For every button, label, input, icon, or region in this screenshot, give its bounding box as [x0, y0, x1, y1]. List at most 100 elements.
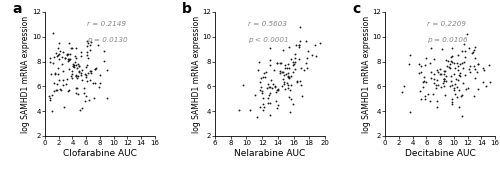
Point: [432, 100, 440, 103]
Point: [54, 66, 62, 69]
Point: [56, 50, 64, 53]
Point: [280, 83, 288, 85]
Point: [66, 58, 74, 61]
Point: [426, 61, 434, 64]
Point: [102, 69, 110, 71]
Point: [286, 88, 294, 91]
Point: [77, 72, 85, 75]
Point: [259, 109, 267, 112]
Point: [50, 90, 58, 92]
Point: [292, 81, 300, 83]
Point: [454, 64, 462, 67]
Point: [67, 47, 75, 50]
Point: [75, 65, 83, 68]
Point: [460, 43, 468, 46]
Point: [268, 86, 276, 89]
Point: [69, 63, 77, 65]
Point: [294, 58, 302, 60]
Point: [96, 81, 104, 84]
Point: [486, 81, 494, 83]
Point: [428, 76, 436, 79]
Point: [469, 50, 477, 53]
Point: [83, 51, 91, 54]
Point: [70, 66, 78, 69]
Point: [96, 74, 104, 76]
Point: [74, 75, 82, 78]
Point: [83, 80, 91, 82]
Point: [52, 88, 60, 91]
Point: [46, 61, 54, 64]
Point: [470, 45, 478, 48]
Point: [256, 105, 264, 108]
Point: [86, 70, 94, 72]
Point: [472, 57, 480, 60]
Point: [72, 74, 80, 77]
Point: [296, 79, 304, 82]
Point: [446, 84, 454, 87]
Point: [460, 67, 468, 70]
Point: [420, 80, 428, 82]
Point: [72, 86, 80, 89]
Point: [256, 61, 264, 63]
Point: [430, 73, 438, 75]
Point: [56, 42, 64, 45]
Point: [284, 77, 292, 79]
Point: [92, 82, 100, 85]
Point: [75, 70, 83, 72]
Point: [78, 78, 86, 81]
Point: [273, 62, 281, 65]
Point: [474, 62, 482, 65]
Point: [437, 73, 445, 76]
Point: [46, 56, 54, 59]
Text: c: c: [352, 2, 360, 16]
Point: [296, 44, 304, 47]
Point: [304, 49, 312, 52]
Point: [424, 92, 432, 95]
Point: [292, 44, 300, 46]
Point: [65, 42, 73, 45]
Point: [456, 71, 464, 74]
Point: [290, 56, 298, 59]
Point: [82, 75, 90, 78]
Point: [442, 75, 450, 77]
Point: [453, 86, 461, 88]
Point: [463, 33, 471, 35]
Point: [473, 71, 481, 74]
Point: [448, 79, 456, 82]
Point: [47, 73, 55, 76]
X-axis label: Nelarabine AUC: Nelarabine AUC: [234, 149, 306, 158]
Point: [95, 86, 103, 89]
Point: [281, 66, 289, 69]
Point: [434, 71, 442, 74]
Point: [80, 91, 88, 94]
Point: [254, 68, 262, 71]
Point: [454, 79, 462, 82]
Point: [446, 67, 454, 69]
Point: [454, 53, 462, 56]
Point: [84, 72, 92, 75]
Text: p = 0.0130: p = 0.0130: [86, 37, 128, 43]
Point: [80, 100, 88, 103]
Point: [86, 69, 94, 72]
Point: [438, 81, 446, 84]
Point: [465, 68, 473, 70]
Point: [440, 78, 448, 81]
Point: [282, 81, 290, 84]
Point: [276, 62, 284, 65]
Point: [281, 63, 289, 66]
Y-axis label: log SAMHD1 mRNA expression: log SAMHD1 mRNA expression: [22, 15, 30, 132]
Point: [281, 88, 289, 90]
Point: [274, 107, 281, 109]
Point: [264, 82, 272, 85]
Point: [258, 91, 266, 94]
Point: [264, 94, 272, 96]
Point: [266, 86, 274, 88]
Point: [66, 58, 74, 61]
Point: [268, 82, 276, 85]
Point: [419, 81, 427, 83]
Point: [284, 84, 292, 87]
Point: [46, 96, 54, 99]
Point: [60, 57, 68, 60]
Point: [56, 88, 64, 90]
Point: [64, 60, 72, 62]
